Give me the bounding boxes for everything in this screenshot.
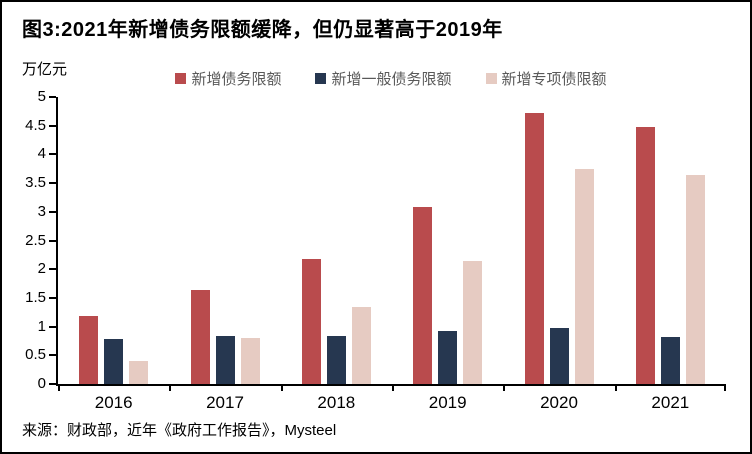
bar-新增债务限额-2021 bbox=[635, 127, 655, 384]
y-axis-tick-label: 1.5 bbox=[25, 288, 46, 306]
x-axis-tick-label: 2019 bbox=[428, 393, 467, 412]
x-axis-tick bbox=[280, 384, 283, 391]
y-axis-tick bbox=[49, 210, 56, 213]
y-axis-tick bbox=[49, 268, 56, 271]
bar-新增一般债务限额-2018 bbox=[326, 336, 346, 384]
bar-新增专项债限额-2021 bbox=[685, 174, 705, 384]
y-axis-tick bbox=[49, 96, 56, 98]
legend-label: 新增一般债务限额 bbox=[331, 71, 452, 88]
legend-item-new-debt-limit: 新增债务限额 bbox=[175, 68, 281, 89]
bar-新增一般债务限额-2019 bbox=[438, 330, 458, 384]
y-axis-tick bbox=[49, 239, 56, 242]
y-axis-tick-label: 4 bbox=[37, 145, 46, 163]
y-axis-unit-label: 万亿元 bbox=[22, 61, 68, 78]
chart-title: 图3:2021年新增债务限额缓降，但仍显著高于2019年 bbox=[22, 19, 503, 41]
bar-新增债务限额-2018 bbox=[301, 258, 321, 384]
x-axis-tick-label: 2021 bbox=[651, 393, 690, 412]
x-axis-tick-label: 2016 bbox=[94, 393, 133, 412]
legend-swatch-pink bbox=[485, 73, 497, 84]
y-axis-tick-label: 0 bbox=[37, 375, 46, 392]
legend-swatch-red bbox=[175, 73, 187, 84]
y-axis-tick-label: 2 bbox=[37, 260, 46, 278]
bar-chart-plot: 0 0.5 1 1.5 2 2.5 3 3.5 4 4.5 5 2016 2017 2018 2019 202… bbox=[25, 88, 726, 412]
source-note: 来源：财政部，近年《政府工作报告》，Mysteel bbox=[22, 422, 337, 439]
y-axis-tick-label: 4.5 bbox=[25, 116, 46, 134]
bar-新增一般债务限额-2017 bbox=[215, 336, 235, 384]
chart-legend: 新增债务限额 新增一般债务限额 新增专项债限额 bbox=[56, 68, 726, 89]
y-axis-tick-label: 3 bbox=[37, 202, 46, 220]
y-axis-tick-label: 2.5 bbox=[25, 231, 46, 249]
y-axis-tick bbox=[49, 124, 56, 127]
x-axis-tick-label: 2017 bbox=[206, 393, 244, 412]
legend-item-new-special-bond-limit: 新增专项债限额 bbox=[485, 68, 607, 89]
bar-新增债务限额-2020 bbox=[524, 112, 544, 384]
y-axis-tick bbox=[49, 296, 56, 299]
bar-新增专项债限额-2016 bbox=[129, 361, 149, 384]
y-axis-tick-label: 3.5 bbox=[25, 174, 46, 192]
bar-新增专项债限额-2017 bbox=[240, 338, 260, 384]
legend-item-new-general-debt-limit: 新增一般债务限额 bbox=[315, 68, 452, 89]
y-axis-tick-label: 1 bbox=[37, 317, 46, 335]
bar-新增专项债限额-2019 bbox=[463, 260, 483, 384]
bar-新增一般债务限额-2020 bbox=[549, 327, 569, 384]
y-axis-tick bbox=[49, 153, 56, 156]
bar-新增专项债限额-2020 bbox=[574, 168, 594, 384]
bar-新增债务限额-2019 bbox=[413, 207, 433, 384]
bar-新增专项债限额-2018 bbox=[351, 306, 371, 384]
bar-新增债务限额-2016 bbox=[79, 316, 99, 384]
legend-label: 新增债务限额 bbox=[191, 71, 282, 88]
x-axis-tick-label: 2020 bbox=[540, 393, 578, 412]
bar-新增一般债务限额-2016 bbox=[104, 339, 124, 384]
y-axis-tick bbox=[49, 325, 56, 328]
x-axis-tick bbox=[169, 384, 172, 391]
x-axis-tick bbox=[503, 384, 506, 391]
x-axis-tick bbox=[392, 384, 394, 391]
y-axis-tick-label: 0.5 bbox=[25, 346, 46, 364]
x-axis-tick bbox=[614, 384, 617, 391]
x-axis-tick bbox=[58, 384, 60, 391]
x-axis-tick-label: 2018 bbox=[317, 393, 356, 412]
legend-label: 新增专项债限额 bbox=[501, 71, 607, 88]
bar-新增一般债务限额-2021 bbox=[660, 336, 680, 384]
bar-新增债务限额-2017 bbox=[190, 290, 210, 384]
y-axis-tick bbox=[49, 354, 56, 357]
y-axis-tick bbox=[49, 383, 56, 385]
x-axis-tick bbox=[724, 384, 726, 391]
y-axis-tick-label: 5 bbox=[37, 88, 46, 105]
legend-swatch-navy bbox=[315, 73, 327, 84]
y-axis-tick bbox=[49, 182, 56, 185]
